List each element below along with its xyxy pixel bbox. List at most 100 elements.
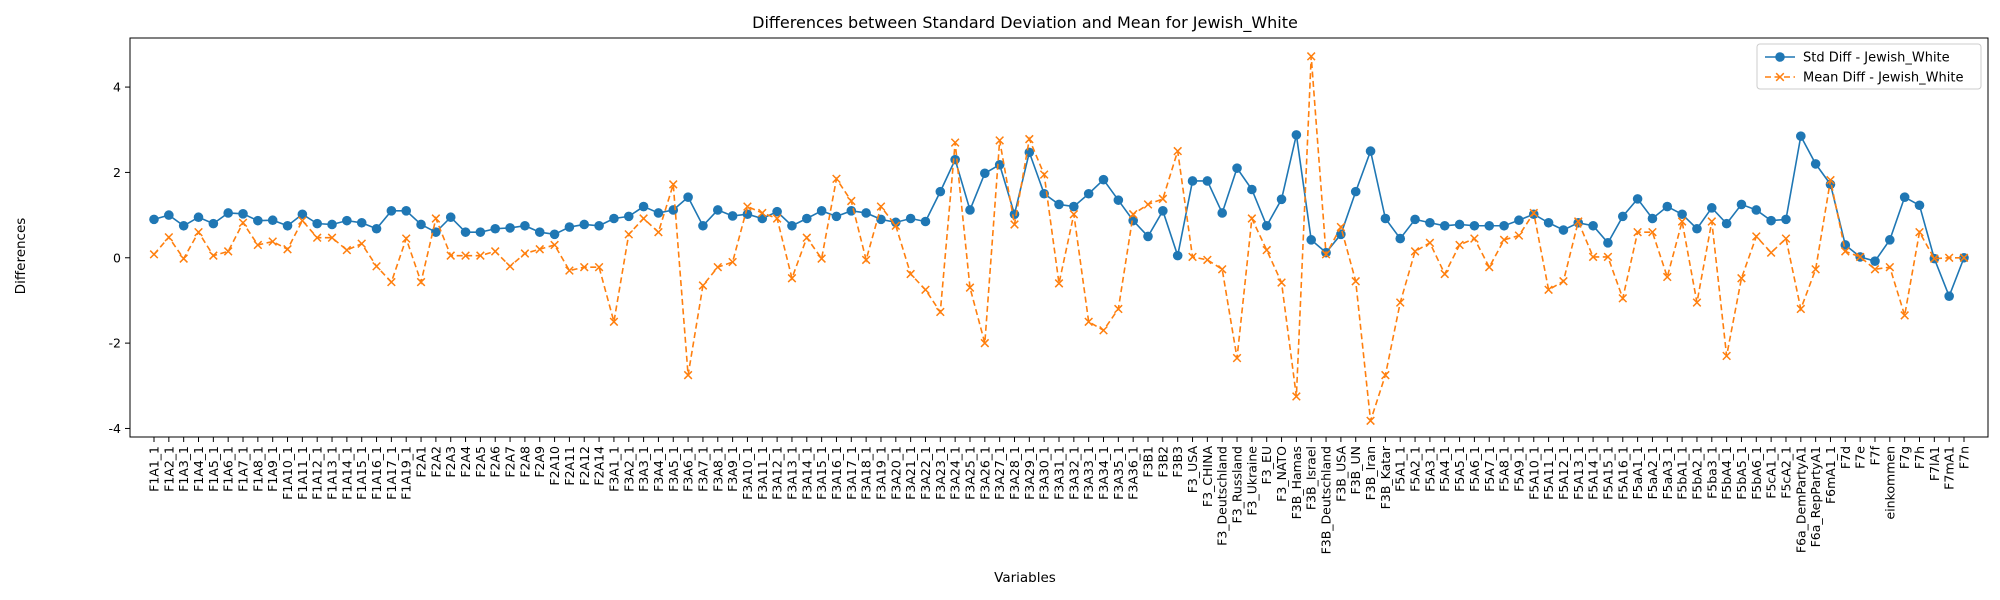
data-point-mean-diff — [1811, 264, 1820, 274]
x-tick-label: F2A11 — [562, 446, 577, 486]
data-point-std-diff — [1350, 186, 1361, 197]
data-point-mean-diff — [846, 196, 856, 206]
x-tick-label: F2A12 — [577, 446, 592, 486]
data-point-std-diff — [935, 186, 946, 197]
data-point-std-diff — [1069, 201, 1079, 212]
legend-box — [1756, 43, 1982, 90]
data-point-mean-diff — [268, 237, 278, 246]
x-tick-label: F3B_Deutschland — [1319, 446, 1334, 554]
data-point-mean-diff — [995, 136, 1004, 145]
x-tick-label: F1A16_1 — [369, 446, 384, 500]
data-point-std-diff — [638, 201, 649, 212]
x-tick-label: F3_CHINA — [1200, 446, 1215, 508]
data-point-std-diff — [1603, 238, 1613, 248]
data-point-std-diff — [1499, 220, 1509, 231]
data-point-mean-diff — [1410, 247, 1420, 256]
data-point-std-diff — [1736, 199, 1747, 210]
data-point-mean-diff — [1840, 247, 1850, 256]
data-point-std-diff — [505, 223, 515, 233]
data-point-std-diff — [698, 220, 708, 231]
data-point-mean-diff — [728, 257, 737, 267]
x-tick-label: F3A34_1 — [1096, 446, 1111, 500]
x-tick-label: F2A1 — [414, 446, 429, 478]
data-point-mean-diff — [1796, 304, 1806, 314]
legend: Std Diff - Jewish_White Mean Diff - Jewis… — [1756, 43, 1982, 90]
data-point-std-diff — [1914, 200, 1925, 211]
x-tick-label: F2A7 — [503, 446, 518, 478]
data-point-std-diff — [1217, 208, 1227, 218]
x-tick-label: F2A5 — [473, 446, 488, 478]
y-tick-label: -2 — [109, 336, 121, 351]
x-tick-label: F3_NATO — [1274, 446, 1289, 502]
x-tick-label: F5A3_1 — [1422, 446, 1437, 492]
data-point-mean-diff — [223, 247, 233, 256]
x-tick-label: F3A33_1 — [1081, 446, 1096, 500]
data-point-mean-diff — [194, 227, 203, 237]
data-point-std-diff — [1692, 223, 1702, 234]
data-point-mean-diff — [683, 370, 693, 380]
data-point-std-diff — [490, 223, 501, 234]
data-point-mean-diff — [965, 283, 975, 292]
data-point-std-diff — [861, 208, 871, 218]
data-point-mean-diff — [1885, 262, 1895, 272]
data-point-mean-diff — [1870, 264, 1880, 274]
data-point-std-diff — [1395, 233, 1406, 244]
data-point-std-diff — [1558, 225, 1569, 235]
x-tick-label: F5A8_1 — [1497, 446, 1512, 492]
data-point-std-diff — [1291, 130, 1302, 140]
data-point-mean-diff — [1010, 220, 1019, 229]
x-tick-label: F3A15_1 — [814, 446, 829, 500]
data-point-mean-diff — [1618, 293, 1628, 303]
x-tick-label: F1A6_1 — [221, 446, 236, 492]
data-point-std-diff — [386, 206, 397, 216]
x-tick-label: F3_Deutschland — [1215, 446, 1230, 546]
x-tick-label: F3B_USA — [1333, 446, 1348, 502]
x-tick-label: F3A31_1 — [1052, 446, 1067, 500]
data-point-mean-diff — [1662, 272, 1672, 282]
x-tick-label: F7d — [1838, 446, 1853, 469]
x-tick-label: F7f — [1867, 445, 1882, 465]
x-tick-label: F3A25_1 — [962, 446, 977, 500]
x-tick-label: F3B_Hamas — [1289, 446, 1304, 519]
data-point-mean-diff — [298, 216, 307, 225]
x-tick-label: F3_Ukraine — [1244, 446, 1259, 516]
data-point-mean-diff — [387, 277, 396, 287]
x-tick-label: F3A26_1 — [977, 446, 992, 500]
data-point-mean-diff — [312, 233, 322, 243]
x-tick-label: F3A13_1 — [784, 446, 799, 500]
data-point-mean-diff — [1054, 279, 1064, 288]
x-tick-label: F3A6_1 — [681, 446, 696, 492]
x-tick-label: F1A9_1 — [265, 446, 280, 492]
data-point-mean-diff — [950, 138, 960, 147]
x-tick-label: F3A7_1 — [695, 446, 710, 492]
data-point-mean-diff — [446, 251, 456, 260]
x-tick-label: F2A3 — [443, 446, 458, 478]
x-tick-label: F3A11_1 — [755, 446, 770, 500]
data-point-mean-diff — [861, 255, 871, 265]
data-point-std-diff — [460, 227, 471, 237]
data-point-std-diff — [1143, 231, 1153, 242]
data-point-mean-diff — [921, 285, 930, 295]
data-point-std-diff — [1276, 194, 1287, 205]
x-tick-label: F5A7_1 — [1482, 446, 1497, 492]
data-point-std-diff — [712, 205, 723, 215]
x-tick-label: F7n — [1957, 446, 1972, 469]
x-tick-label: F1A3_1 — [176, 446, 191, 492]
data-point-mean-diff — [1529, 208, 1539, 218]
data-point-std-diff — [920, 216, 931, 227]
data-point-mean-diff — [713, 262, 723, 272]
data-point-std-diff — [1202, 176, 1213, 186]
data-point-mean-diff — [1826, 175, 1835, 185]
data-point-std-diff — [772, 206, 782, 217]
x-tick-label: F3A5_1 — [666, 446, 681, 492]
data-point-std-diff — [742, 209, 753, 220]
data-point-mean-diff — [1470, 234, 1479, 243]
data-point-mean-diff — [1039, 170, 1049, 179]
data-point-mean-diff — [1514, 231, 1524, 240]
data-point-std-diff — [757, 213, 768, 224]
data-point-mean-diff — [1232, 353, 1242, 363]
data-point-std-diff — [1098, 174, 1109, 185]
data-point-std-diff — [253, 215, 263, 226]
data-point-mean-diff — [1766, 248, 1776, 257]
